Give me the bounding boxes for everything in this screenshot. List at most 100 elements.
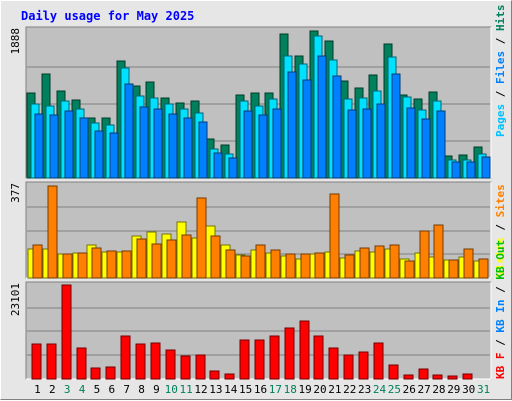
- bar-pages: [64, 110, 74, 179]
- bar-pages: [272, 108, 282, 179]
- bars: [31, 284, 473, 380]
- x-tick-label: 18: [284, 383, 297, 396]
- x-tick-label: 6: [108, 383, 115, 396]
- legend-3: KB F / KB In / KB Out: [494, 240, 507, 379]
- bar-sites: [91, 247, 102, 279]
- x-tick-label: 8: [138, 383, 145, 396]
- bar-kb-f: [209, 370, 220, 380]
- x-tick-label: 2: [49, 383, 56, 396]
- bar-pages: [94, 130, 104, 179]
- x-tick-label: 5: [94, 383, 101, 396]
- bar-sites: [77, 252, 88, 279]
- bar-pages: [213, 152, 223, 179]
- bar-sites: [463, 248, 474, 279]
- bar-sites: [136, 238, 147, 279]
- bar-pages: [421, 118, 431, 179]
- x-tick-label: 27: [417, 383, 430, 396]
- x-tick-label: 10: [165, 383, 178, 396]
- bar-pages: [362, 108, 372, 179]
- x-tick-label: 15: [239, 383, 252, 396]
- x-tick-label: 14: [224, 383, 238, 396]
- bar-sites: [181, 234, 192, 279]
- bar-kb-f: [269, 335, 280, 380]
- panel-3: 23101: [9, 281, 492, 380]
- chart-panels: 1888 377 23101: [9, 26, 492, 380]
- bar-pages: [198, 121, 208, 179]
- bar-sites: [344, 254, 355, 279]
- chart-title: Daily usage for May 2025: [21, 9, 194, 23]
- x-tick-label: 4: [79, 383, 86, 396]
- legend-entry: Pages: [494, 104, 507, 137]
- bar-kb-f: [462, 373, 473, 380]
- bar-pages: [124, 83, 134, 179]
- bar-sites: [300, 253, 311, 279]
- bar-kb-f: [165, 349, 176, 380]
- x-tick-label: 30: [462, 383, 475, 396]
- x-tick-label: 17: [269, 383, 282, 396]
- bar-pages: [391, 73, 401, 179]
- bar-pages: [258, 114, 268, 179]
- bar-sites: [359, 247, 370, 279]
- bar-kb-f: [418, 368, 429, 380]
- y-max-label: 1888: [9, 28, 22, 55]
- bar-kb-f: [343, 354, 354, 380]
- bar-sites: [433, 224, 444, 279]
- legend-separator: /: [494, 217, 507, 237]
- bar-pages: [481, 156, 491, 179]
- bar-kb-f: [120, 335, 131, 380]
- bar-kb-f: [31, 343, 42, 380]
- x-tick-label: 31: [477, 383, 490, 396]
- legend-entry: Hits: [494, 5, 507, 32]
- bar-pages: [228, 157, 238, 179]
- bar-pages: [287, 71, 297, 179]
- bar-pages: [406, 107, 416, 179]
- bar-sites: [404, 260, 415, 279]
- bar-sites: [285, 253, 296, 279]
- x-tick-label: 26: [403, 383, 416, 396]
- legend-2: Visits / Sites: [494, 184, 507, 277]
- legend-entry: Files: [494, 51, 507, 84]
- bars: [26, 30, 491, 179]
- bar-pages: [243, 110, 253, 179]
- bar-kb-f: [180, 355, 191, 380]
- panel-2: 377: [9, 181, 492, 279]
- bar-kb-f: [46, 343, 57, 380]
- bars: [27, 185, 489, 279]
- bar-pages: [317, 55, 327, 179]
- x-tick-label: 16: [254, 383, 267, 396]
- y-max-label: 23101: [9, 283, 22, 316]
- bar-pages: [34, 113, 44, 179]
- bar-sites: [270, 249, 281, 279]
- bar-kb-f: [358, 351, 369, 380]
- legend-entry: Visits: [494, 237, 507, 277]
- x-tick-label: 24: [373, 383, 387, 396]
- x-tick-label: 9: [153, 383, 160, 396]
- bar-sites: [106, 250, 117, 279]
- bar-pages: [49, 114, 59, 179]
- x-tick-label: 25: [388, 383, 401, 396]
- bar-kb-f: [403, 374, 414, 380]
- bar-sites: [62, 253, 73, 279]
- bar-kb-f: [254, 339, 265, 380]
- x-tick-label: 7: [123, 383, 130, 396]
- bar-kb-f: [76, 347, 87, 380]
- bar-sites: [151, 243, 162, 279]
- bar-kb-f: [313, 335, 324, 380]
- x-tick-label: 20: [313, 383, 326, 396]
- bar-pages: [153, 108, 163, 179]
- bar-pages: [139, 106, 149, 179]
- legend-separator: /: [494, 333, 507, 353]
- legend-separator: /: [494, 280, 507, 300]
- bar-kb-f: [135, 343, 146, 380]
- legend-entry: KB In: [494, 300, 507, 333]
- bar-kb-f: [61, 284, 72, 380]
- bar-sites: [47, 185, 58, 279]
- bar-kb-f: [239, 339, 250, 380]
- bar-pages: [466, 161, 476, 179]
- bar-kb-f: [388, 364, 399, 380]
- bar-pages: [376, 103, 386, 179]
- bar-sites: [121, 250, 132, 279]
- x-tick-label: 12: [194, 383, 207, 396]
